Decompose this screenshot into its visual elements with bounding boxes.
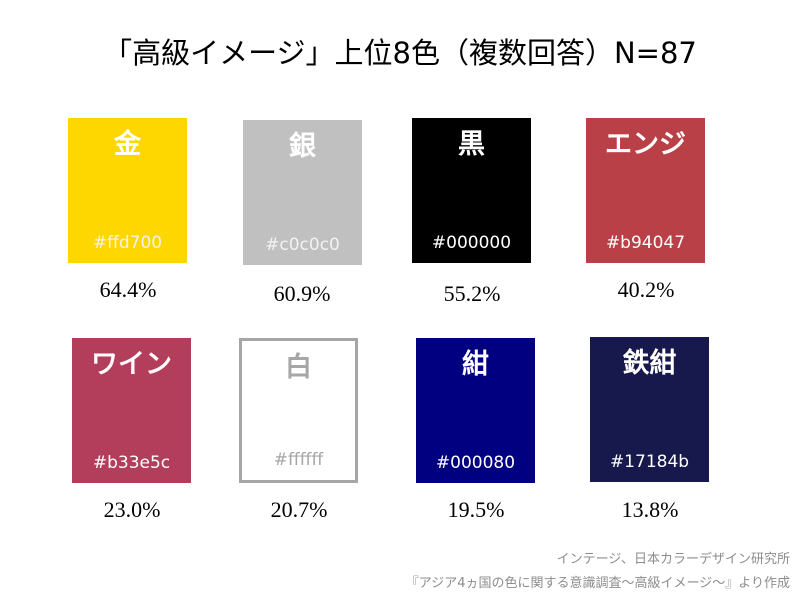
color-swatch: 鉄紺 #17184b (590, 337, 709, 482)
percentage-label: 20.7% (270, 497, 328, 522)
color-hex: #000000 (431, 233, 512, 253)
chart-title: 「高級イメージ」上位8色（複数回答）N=87 (103, 36, 697, 70)
color-swatch: 白 #ffffff (239, 338, 358, 483)
color-name: 紺 (462, 349, 489, 380)
color-swatch: ワイン #b33e5c (72, 338, 191, 483)
color-hex: #b94047 (605, 233, 686, 253)
color-hex: #000080 (435, 453, 516, 473)
color-name: 銀 (289, 131, 316, 162)
percentage-label: 40.2% (617, 277, 675, 302)
color-hex: #c0c0c0 (265, 235, 340, 255)
color-name: エンジ (605, 129, 686, 160)
color-swatch: 銀 #c0c0c0 (243, 120, 362, 265)
color-hex: #ffd700 (92, 233, 163, 253)
percentage-label: 19.5% (447, 497, 505, 522)
color-hex: #ffffff (273, 450, 324, 470)
color-swatch: エンジ #b94047 (586, 118, 705, 263)
source-line-2: 『アジア4ヵ国の色に関する意識調査～高級イメージ～』より作成 (405, 576, 790, 591)
percentage-label: 55.2% (443, 281, 501, 306)
color-hex: #b33e5c (92, 453, 171, 473)
color-name: 黒 (458, 129, 485, 160)
color-name: 鉄紺 (622, 348, 677, 379)
percentage-label: 64.4% (99, 277, 157, 302)
percentage-label: 23.0% (103, 497, 161, 522)
color-swatch: 金 #ffd700 (68, 118, 187, 263)
color-hex: #17184b (609, 452, 690, 472)
color-name: 白 (285, 352, 312, 383)
color-name: 金 (114, 129, 141, 160)
source-line-1: インテージ、日本カラーデザイン研究所 (556, 552, 790, 567)
color-swatch: 紺 #000080 (416, 338, 535, 483)
color-name: ワイン (91, 349, 172, 380)
percentage-label: 13.8% (621, 497, 679, 522)
percentage-label: 60.9% (273, 281, 331, 306)
color-swatch: 黒 #000000 (412, 118, 531, 263)
